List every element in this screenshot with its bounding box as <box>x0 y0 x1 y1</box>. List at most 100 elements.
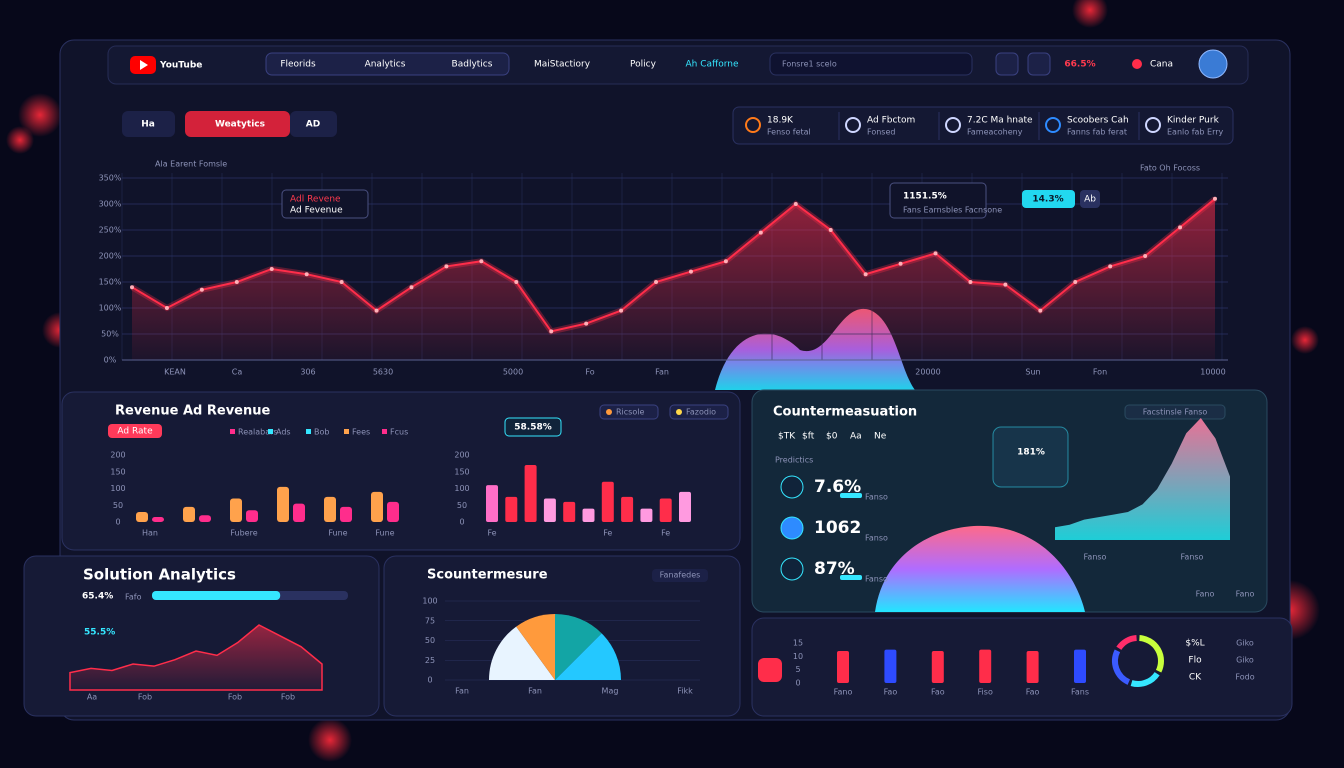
bar <box>486 485 498 522</box>
bottom-panel <box>751 617 1293 717</box>
chip-label: $ft <box>802 432 815 442</box>
stat-value: 18.9K <box>767 116 794 126</box>
nav-item[interactable]: Fleorids <box>280 60 316 70</box>
bar <box>979 649 992 683</box>
y-tick-label: 100 <box>454 484 469 493</box>
x-tick-label: 5630 <box>373 368 393 377</box>
line-point <box>758 230 763 235</box>
stat-label: Eanlo fab Erry <box>1167 128 1224 137</box>
badge <box>1124 404 1226 420</box>
legend-label: Ricsole <box>616 408 644 417</box>
annotation-pill <box>1080 190 1100 208</box>
bar <box>1026 651 1039 683</box>
avatar[interactable] <box>1198 49 1228 79</box>
y-tick-label: 150 <box>110 467 125 476</box>
x-tick-label: Fubere <box>230 529 257 538</box>
y-tick-label: 150% <box>99 278 122 287</box>
line-point <box>164 306 169 310</box>
line-area <box>132 198 1215 360</box>
legend-swatch <box>268 429 273 434</box>
y-tick-label: 100% <box>99 304 122 313</box>
bar <box>524 465 537 522</box>
y-tick-label: 50 <box>113 501 123 510</box>
bar <box>1074 649 1086 683</box>
stat-value: 1062 <box>814 518 861 538</box>
legend-label: Giko <box>1236 656 1254 665</box>
icon-button[interactable] <box>1027 52 1051 76</box>
tab[interactable] <box>290 111 337 137</box>
stat-note: Fanso <box>865 493 888 502</box>
line-point <box>1178 225 1183 230</box>
nav-group <box>265 52 510 76</box>
nav-item[interactable]: Ah Cafforne <box>685 60 738 70</box>
legend-label: Fodo <box>1235 673 1254 682</box>
bar <box>277 486 289 522</box>
tab-label[interactable]: AD <box>306 120 320 130</box>
legend-label: Giko <box>1236 639 1254 648</box>
line-point <box>1003 282 1008 287</box>
tab-active[interactable] <box>185 111 290 137</box>
logo-play <box>140 60 148 70</box>
donut-segment <box>1130 671 1160 687</box>
legend-label: Fazodio <box>686 408 716 417</box>
x-tick-label: Fob <box>138 693 152 702</box>
donut-segment <box>1139 635 1164 673</box>
line-point <box>479 259 484 264</box>
y-tick-label: 0 <box>459 518 464 527</box>
pie-slice <box>555 614 602 680</box>
tab-label[interactable]: Weatytics <box>215 120 265 130</box>
bar <box>679 491 691 522</box>
bar <box>601 481 614 522</box>
line-point <box>339 280 344 284</box>
logo-text: YouTube <box>159 61 202 71</box>
x-tick-label: Fan <box>655 368 669 377</box>
donut-segment <box>1112 649 1131 685</box>
y-tick-label: 10 <box>793 652 803 661</box>
donut-segment <box>1116 635 1137 651</box>
stat-value: Ad Fbctom <box>867 116 915 126</box>
nav-item[interactable]: MaiStactiory <box>534 60 591 70</box>
bar <box>563 501 576 522</box>
nav-item[interactable]: Badlytics <box>452 60 493 70</box>
line-point <box>269 267 274 271</box>
stat-strip <box>732 106 1234 145</box>
bar <box>621 496 634 522</box>
annotation-pill <box>1022 190 1075 208</box>
legend-label: Fano <box>1236 590 1255 599</box>
legend-label: Realabars <box>238 428 278 437</box>
y-tick-label: 15 <box>793 639 803 648</box>
nav-item[interactable]: Analytics <box>365 60 406 70</box>
y-tick-label: 0% <box>104 356 117 365</box>
legend-label: Bob <box>314 428 329 437</box>
bar <box>152 516 164 522</box>
legend-label: Ads <box>276 428 291 437</box>
line-point <box>1073 280 1078 284</box>
pie-slice <box>489 626 555 680</box>
tab-label[interactable]: Ha <box>141 120 155 130</box>
x-tick-label: Ca <box>232 368 243 377</box>
stat-label: Fanns fab ferat <box>1067 128 1127 137</box>
legend-label: Fees <box>352 428 370 437</box>
search-box[interactable] <box>769 52 973 76</box>
annotation-text: Fans Earnsbles Facnsone <box>903 206 1002 215</box>
line-point <box>584 321 589 326</box>
chart-corner-label: Fato Oh Focoss <box>1140 164 1200 173</box>
legend-swatch <box>606 409 612 415</box>
tab[interactable] <box>122 111 175 137</box>
line-point <box>654 280 659 284</box>
legend-swatch <box>306 429 311 434</box>
legend-label: CK <box>1189 673 1202 683</box>
bar <box>931 651 944 683</box>
y-tick-label: 300% <box>99 200 122 209</box>
annotation-box <box>281 189 369 219</box>
nav-item[interactable]: Policy <box>630 60 657 70</box>
icon-button[interactable] <box>995 52 1019 76</box>
x-tick-label: Fob <box>281 693 295 702</box>
x-tick-label: Fob <box>228 693 242 702</box>
badge <box>504 417 562 437</box>
y-tick-label: 0 <box>795 679 800 688</box>
line-point <box>968 280 973 284</box>
bar <box>505 496 518 522</box>
x-tick-label: Fao <box>931 688 945 697</box>
